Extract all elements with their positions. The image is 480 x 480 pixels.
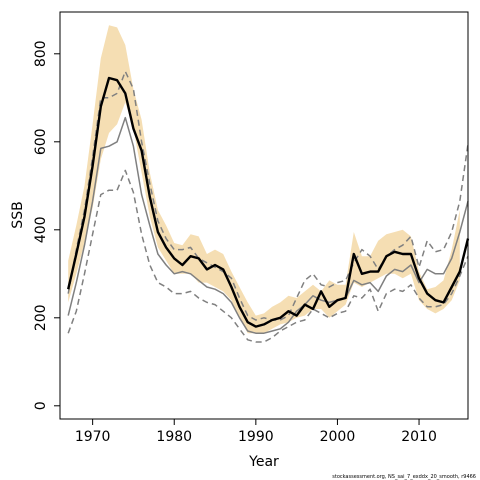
y-axis-title: SSB [10, 201, 26, 228]
y-tick-label: 200 [33, 304, 49, 331]
x-axis: 1970 1980 1990 2000 2010 [75, 419, 437, 445]
y-axis: 0 200 400 600 800 [33, 40, 60, 410]
x-tick-label: 1970 [75, 429, 111, 445]
x-tick-label: 1980 [156, 429, 192, 445]
footnote: stockassessment.org, NS_sai_7_exddx_20_s… [332, 474, 476, 480]
x-tick-label: 2010 [401, 429, 437, 445]
x-tick-label: 1990 [238, 429, 274, 445]
previous-ci-upper-line [67, 70, 469, 321]
y-tick-label: 400 [33, 216, 49, 243]
x-tick-label: 2000 [320, 429, 356, 445]
plot-frame [59, 11, 469, 420]
y-tick-label: 800 [33, 40, 49, 67]
confidence-band [68, 25, 460, 334]
ssb-estimate-line [67, 76, 470, 328]
confidence-band-layer [68, 25, 460, 334]
x-axis-title: Year [248, 454, 279, 470]
y-tick-label: 0 [33, 401, 49, 410]
previous-estimate-line [67, 116, 469, 334]
y-tick-label: 600 [33, 128, 49, 155]
series-lines-layer [67, 70, 470, 343]
previous-ci-lower-line [67, 169, 469, 343]
